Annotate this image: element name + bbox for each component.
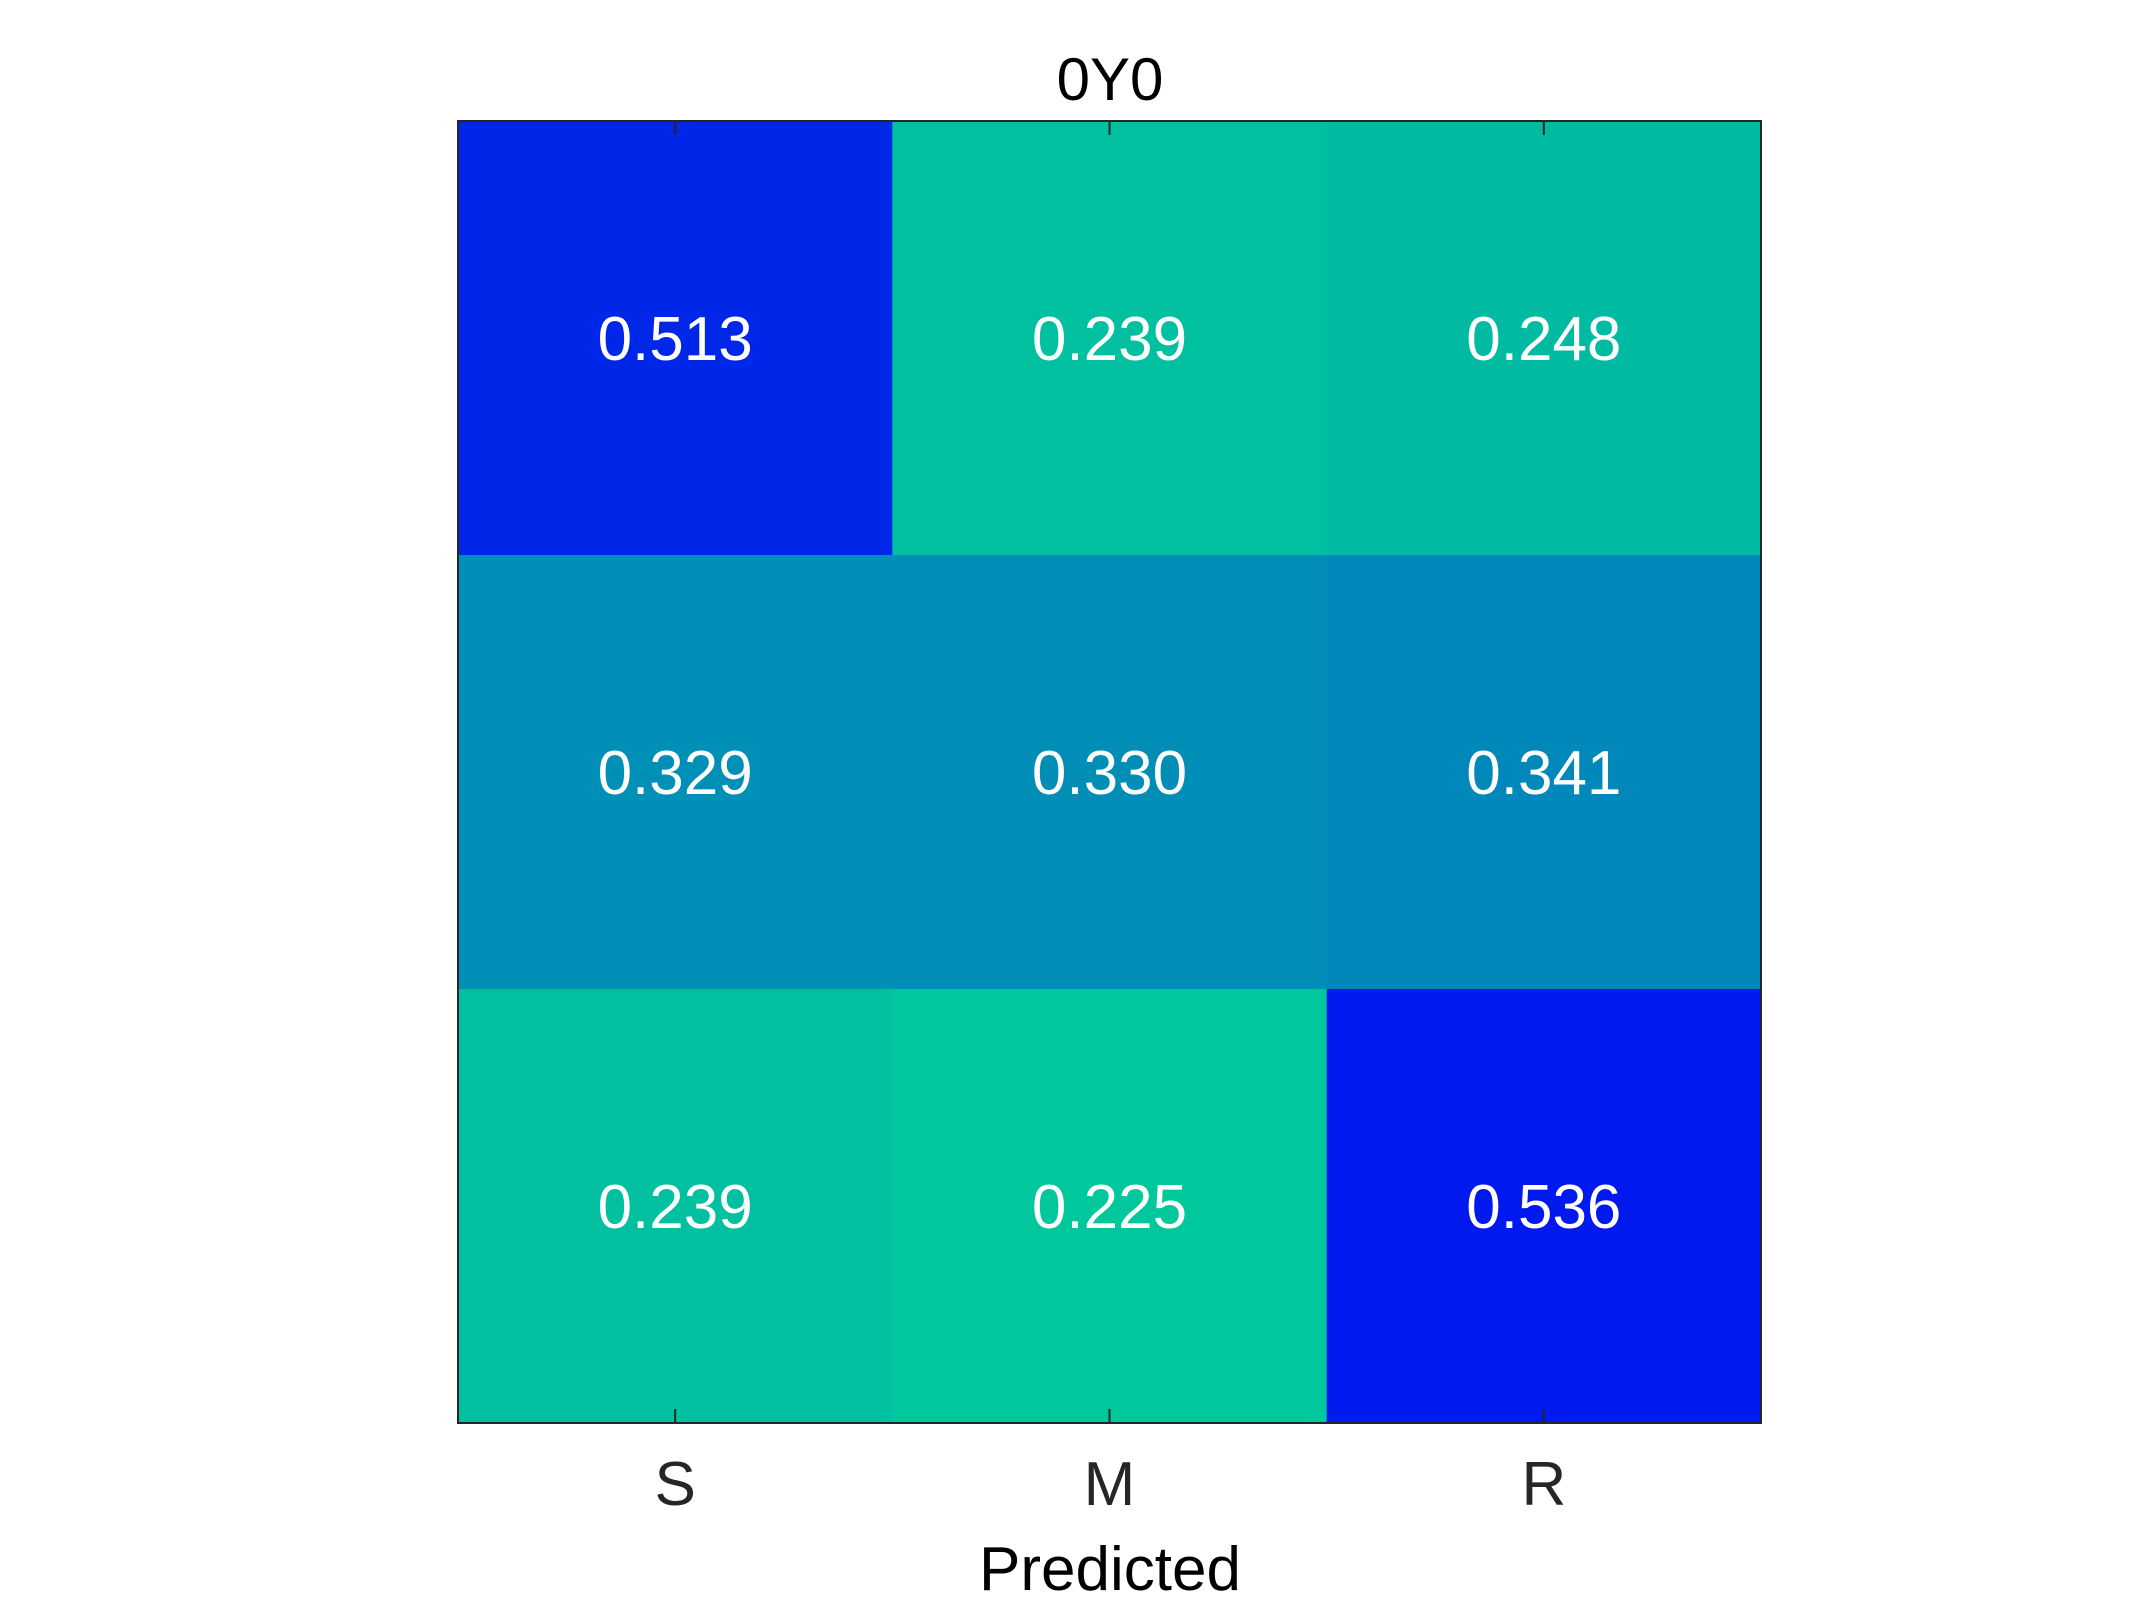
x-tick-label-s: S [654, 1450, 695, 1519]
heatmap-cell-r1-c2 [892, 121, 1328, 556]
heatmap-cell-r1-c1 [458, 121, 893, 556]
heatmap-cells [458, 121, 1762, 1424]
cell-value-label-r2-c2: 0.330 [1032, 739, 1187, 808]
x-tick-label-m: M [1084, 1450, 1136, 1519]
x-axis-ticks [674, 121, 1545, 1423]
cell-value-labels: 0.513 0.239 0.248 0.329 0.330 0.341 0.239 0.225… [598, 305, 1622, 1242]
heatmap-cell-r3-c1 [458, 989, 893, 1424]
cell-value-label-r2-c1: 0.329 [598, 739, 753, 808]
cell-value-label-r3-c1: 0.239 [598, 1173, 753, 1242]
cell-value-label-r2-c3: 0.341 [1466, 739, 1621, 808]
x-axis-label: Predicted [979, 1535, 1241, 1600]
cell-value-label-r1-c2: 0.239 [1032, 305, 1187, 374]
heatmap-cell-r3-c2 [892, 989, 1328, 1424]
cell-value-label-r3-c3: 0.536 [1466, 1173, 1621, 1242]
chart-title: 0Y0 [1057, 46, 1164, 113]
heatmap-cell-r1-c3 [1326, 121, 1762, 556]
x-tick-label-r: R [1521, 1450, 1566, 1519]
heatmap-cell-r2-c1 [458, 555, 893, 990]
cell-value-label-r1-c3: 0.248 [1466, 305, 1621, 374]
heatmap-cell-r2-c2 [892, 555, 1328, 990]
heatmap-cell-r2-c3 [1326, 555, 1762, 990]
cell-value-label-r3-c2: 0.225 [1032, 1173, 1187, 1242]
cell-value-label-r1-c1: 0.513 [598, 305, 753, 374]
heatmap-cell-r3-c3 [1326, 989, 1762, 1424]
